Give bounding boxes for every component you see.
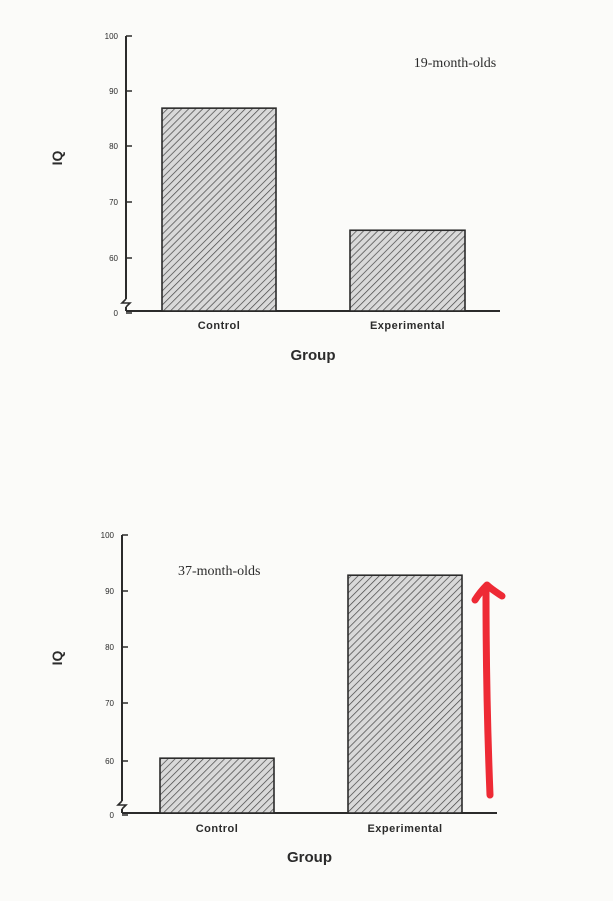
age-group-annotation: 37-month-olds: [178, 564, 260, 579]
charts-layer: 100 90 80 70 60 0 Control Experimental Group IQ 19…: [49, 32, 500, 866]
y-tick-label: 80: [105, 643, 114, 652]
x-axis-label: Group: [287, 849, 332, 866]
y-tick-label: 60: [105, 757, 114, 766]
bar-experimental: [347, 574, 463, 814]
bar-control: [159, 757, 275, 814]
y-tick-label: 0: [114, 309, 119, 318]
x-tick-label: Control: [198, 320, 241, 332]
y-tick-label: 100: [105, 32, 119, 41]
chart-panel-2: 100 90 80 70 60 0 Control Experimental Group IQ 37…: [49, 531, 497, 866]
bar-control: [161, 107, 277, 312]
y-tick-label: 0: [110, 811, 115, 820]
x-tick-label: Experimental: [367, 823, 442, 835]
y-axis-label: IQ: [49, 151, 65, 166]
y-tick-label: 90: [109, 87, 118, 96]
x-tick-label: Experimental: [370, 320, 445, 332]
red-arrow-annotation: [471, 581, 506, 799]
y-axis-break: [116, 800, 128, 810]
y-tick-label: 80: [109, 142, 118, 151]
y-tick-label: 70: [109, 198, 118, 207]
y-axis-label: IQ: [49, 651, 65, 666]
y-tick-label: 70: [105, 699, 114, 708]
y-tick-label: 60: [109, 254, 118, 263]
bar-experimental: [349, 229, 466, 312]
y-axis-break: [120, 298, 132, 308]
y-tick-label: 90: [105, 587, 114, 596]
x-tick-label: Control: [196, 823, 239, 835]
chart-panel-1: 100 90 80 70 60 0 Control Experimental Group IQ 19…: [49, 32, 500, 364]
x-axis-label: Group: [291, 347, 336, 364]
age-group-annotation: 19-month-olds: [414, 56, 496, 71]
y-tick-label: 100: [101, 531, 115, 540]
